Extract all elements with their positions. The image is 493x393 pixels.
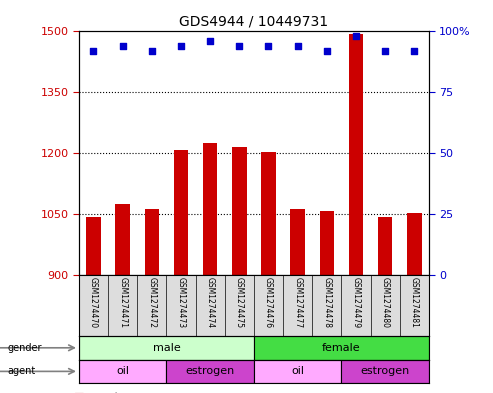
Bar: [378, 217, 392, 275]
Text: GSM1274476: GSM1274476: [264, 277, 273, 328]
Text: GSM1274470: GSM1274470: [89, 277, 98, 328]
Text: GSM1274472: GSM1274472: [147, 277, 156, 328]
Text: GSM1274474: GSM1274474: [206, 277, 214, 328]
Text: ■: ■: [74, 392, 84, 393]
Point: [323, 48, 331, 54]
Bar: [203, 143, 217, 275]
Bar: [349, 34, 363, 275]
Bar: [167, 360, 254, 383]
Bar: [144, 209, 159, 275]
Text: GSM1274473: GSM1274473: [176, 277, 185, 328]
Text: GSM1274475: GSM1274475: [235, 277, 244, 328]
Bar: [319, 211, 334, 275]
Bar: [115, 204, 130, 275]
Text: female: female: [322, 343, 361, 353]
Text: gender: gender: [7, 343, 42, 353]
Text: count: count: [91, 392, 119, 393]
Text: estrogen: estrogen: [185, 366, 235, 376]
Point: [148, 48, 156, 54]
Text: oil: oil: [291, 366, 304, 376]
Point: [119, 43, 127, 49]
Text: GSM1274478: GSM1274478: [322, 277, 331, 328]
Bar: [290, 209, 305, 275]
Bar: [79, 360, 166, 383]
Point: [206, 38, 214, 44]
Text: GSM1274479: GSM1274479: [352, 277, 360, 328]
Text: GSM1274471: GSM1274471: [118, 277, 127, 328]
Point: [265, 43, 273, 49]
Point: [352, 33, 360, 39]
Bar: [174, 151, 188, 275]
Bar: [407, 213, 422, 275]
Point: [235, 43, 243, 49]
Bar: [254, 336, 429, 360]
Title: GDS4944 / 10449731: GDS4944 / 10449731: [179, 15, 328, 29]
Bar: [261, 152, 276, 275]
Point: [381, 48, 389, 54]
Bar: [232, 147, 246, 275]
Text: GSM1274481: GSM1274481: [410, 277, 419, 328]
Bar: [341, 360, 429, 383]
Point: [294, 43, 302, 49]
Text: oil: oil: [116, 366, 129, 376]
Point: [90, 48, 98, 54]
Bar: [254, 360, 341, 383]
Point: [177, 43, 185, 49]
Bar: [79, 336, 254, 360]
Bar: [86, 217, 101, 275]
Text: male: male: [152, 343, 180, 353]
Text: GSM1274480: GSM1274480: [381, 277, 389, 328]
Text: GSM1274477: GSM1274477: [293, 277, 302, 328]
Text: agent: agent: [7, 366, 35, 376]
Text: estrogen: estrogen: [360, 366, 410, 376]
Point: [410, 48, 418, 54]
